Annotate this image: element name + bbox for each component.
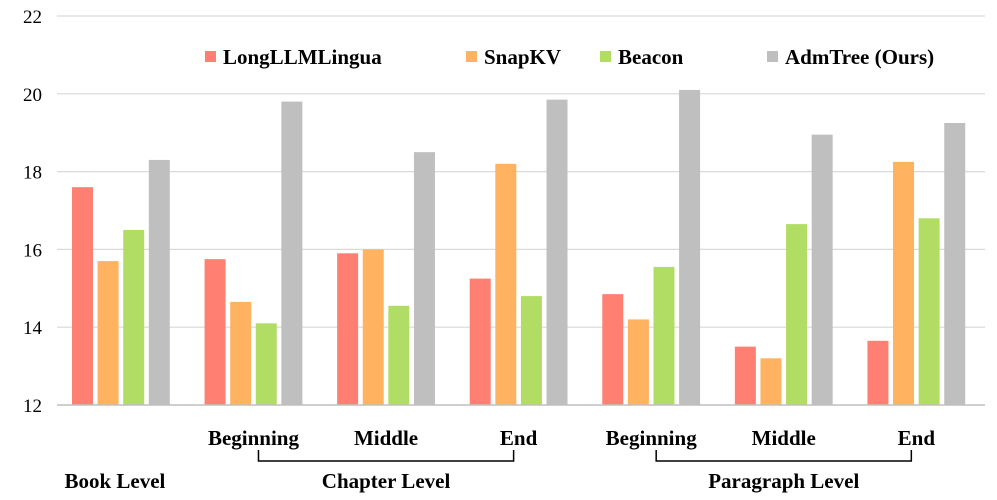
bar bbox=[653, 266, 675, 405]
x-tick-label: Beginning bbox=[208, 426, 300, 450]
bar bbox=[918, 218, 940, 405]
legend-label: Beacon bbox=[618, 45, 684, 69]
y-tick-label: 16 bbox=[23, 240, 42, 261]
group-bracket bbox=[257, 450, 515, 462]
x-axis-group-labels: Book Level Chapter Level Paragraph Level bbox=[64, 469, 859, 493]
bar bbox=[760, 358, 782, 405]
legend-label: LongLLMLingua bbox=[223, 45, 382, 69]
bar bbox=[230, 301, 252, 405]
y-tick-label: 20 bbox=[23, 85, 42, 106]
bar bbox=[281, 101, 303, 405]
bar bbox=[413, 152, 435, 405]
legend-item: AdmTree (Ours) bbox=[767, 45, 934, 69]
bars bbox=[72, 89, 966, 405]
bar bbox=[123, 229, 145, 405]
bar bbox=[867, 340, 889, 405]
bar bbox=[495, 163, 517, 405]
bar bbox=[388, 305, 410, 405]
legend-swatch bbox=[205, 51, 216, 62]
bar bbox=[944, 122, 966, 405]
bar bbox=[97, 261, 119, 405]
x-tick-label: Beginning bbox=[606, 426, 698, 450]
y-axis-ticks: 12 14 16 18 20 22 bbox=[23, 7, 43, 417]
legend-swatch bbox=[466, 51, 477, 62]
group-bracket bbox=[655, 450, 913, 462]
y-tick-label: 22 bbox=[23, 7, 42, 28]
legend-swatch bbox=[767, 51, 778, 62]
y-tick-label: 12 bbox=[23, 396, 42, 417]
x-tick-label: End bbox=[500, 426, 538, 450]
bar bbox=[893, 161, 915, 405]
y-tick-label: 14 bbox=[23, 318, 43, 339]
legend-item: Beacon bbox=[600, 45, 684, 69]
legend-item: LongLLMLingua bbox=[205, 45, 382, 69]
legend-item: SnapKV bbox=[466, 45, 561, 69]
bar bbox=[786, 224, 808, 405]
bar bbox=[627, 319, 649, 405]
bar bbox=[734, 346, 756, 405]
x-tick-label: Middle bbox=[354, 426, 418, 450]
bar bbox=[520, 296, 542, 405]
x-tick-label: End bbox=[898, 426, 936, 450]
legend-swatch bbox=[600, 51, 611, 62]
bar bbox=[602, 294, 624, 405]
bar bbox=[148, 159, 170, 405]
bar bbox=[679, 89, 701, 405]
bar bbox=[811, 134, 833, 405]
legend-label: AdmTree (Ours) bbox=[785, 45, 934, 69]
group-label: Book Level bbox=[64, 469, 165, 493]
legend: LongLLMLingua SnapKV Beacon AdmTree (Ours) bbox=[205, 45, 934, 69]
bar bbox=[337, 253, 359, 405]
bar bbox=[255, 323, 277, 405]
group-label: Chapter Level bbox=[322, 469, 451, 493]
bar bbox=[546, 99, 568, 405]
group-brackets bbox=[257, 450, 913, 462]
bar bbox=[72, 187, 93, 405]
y-tick-label: 18 bbox=[23, 163, 42, 184]
legend-label: SnapKV bbox=[484, 45, 561, 69]
group-label: Paragraph Level bbox=[708, 469, 859, 493]
bar bbox=[204, 259, 226, 405]
bar bbox=[362, 249, 384, 405]
x-tick-label: Middle bbox=[752, 426, 816, 450]
bar bbox=[469, 278, 491, 405]
x-axis-sublabels: Beginning Middle End Beginning Middle End bbox=[208, 426, 935, 450]
